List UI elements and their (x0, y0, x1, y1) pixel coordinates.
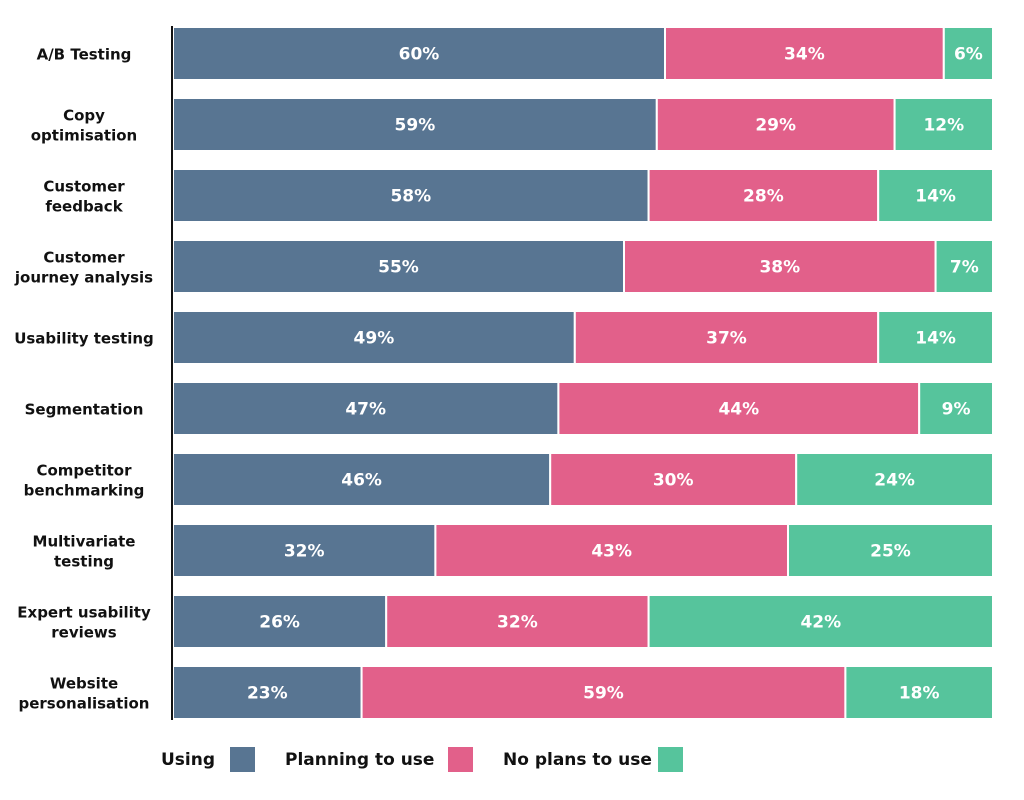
data-label-no-plans-to-use-multivariate-testing: 25% (870, 542, 911, 562)
data-label-planning-to-use-website-personalisation: 59% (583, 684, 624, 704)
bar-using-customer-feedback (172, 168, 650, 223)
category-label-expert-usability-reviews: Expert usability reviews (17, 604, 151, 642)
bar-using-usability-testing (172, 310, 576, 365)
data-label-planning-to-use-multivariate-testing: 43% (591, 542, 632, 562)
bar-using-multivariate-testing (172, 523, 437, 578)
data-label-no-plans-to-use-segmentation: 9% (942, 400, 971, 420)
category-label-customer-feedback: Customer feedback (43, 178, 125, 216)
bar-no-plans-to-use-usability-testing (877, 310, 995, 365)
data-label-planning-to-use-copy-optimisation: 29% (755, 116, 796, 136)
data-label-no-plans-to-use-competitor-benchmarking: 24% (874, 471, 915, 491)
bar-no-plans-to-use-copy-optimisation (893, 97, 994, 152)
bar-planning-to-use-copy-optimisation (655, 97, 896, 152)
legend-label-planning-to-use: Planning to use (285, 750, 434, 770)
bar-planning-to-use-a-b-testing (664, 26, 945, 81)
legend: Using Planning to use No plans to use (161, 747, 683, 772)
data-label-using-customer-feedback: 58% (390, 187, 431, 207)
bar-no-plans-to-use-website-personalisation (844, 665, 995, 720)
bar-planning-to-use-segmentation (557, 381, 921, 436)
bar-using-competitor-benchmarking (172, 452, 552, 507)
data-label-using-customer-journey-analysis: 55% (378, 258, 419, 278)
bar-no-plans-to-use-customer-journey-analysis (934, 239, 994, 294)
data-label-no-plans-to-use-website-personalisation: 18% (899, 684, 940, 704)
bar-planning-to-use-customer-feedback (647, 168, 880, 223)
bar-using-a-b-testing (172, 26, 666, 81)
data-label-planning-to-use-customer-journey-analysis: 38% (759, 258, 800, 278)
data-label-planning-to-use-competitor-benchmarking: 30% (653, 471, 694, 491)
data-label-using-usability-testing: 49% (354, 329, 395, 349)
legend-swatch-no-plans-to-use (658, 747, 683, 772)
data-label-no-plans-to-use-copy-optimisation: 12% (923, 116, 964, 136)
data-label-planning-to-use-a-b-testing: 34% (784, 45, 825, 65)
bar-no-plans-to-use-competitor-benchmarking (795, 452, 995, 507)
legend-label-using: Using (161, 750, 215, 770)
data-label-planning-to-use-segmentation: 44% (718, 400, 759, 420)
category-label-copy-optimisation: Copy optimisation (31, 107, 137, 145)
legend-swatch-planning-to-use (448, 747, 473, 772)
category-label-competitor-benchmarking: Competitor benchmarking (24, 462, 145, 500)
data-label-no-plans-to-use-a-b-testing: 6% (954, 45, 983, 65)
category-label-customer-journey-analysis: Customer journey analysis (14, 249, 153, 287)
category-labels: A/B Testing Copy optimisation Customer feedb… (14, 46, 154, 713)
data-label-using-expert-usability-reviews: 26% (259, 613, 300, 633)
data-label-planning-to-use-customer-feedback: 28% (743, 187, 784, 207)
bar-using-website-personalisation (172, 665, 363, 720)
legend-swatch-using (230, 747, 255, 772)
data-label-using-a-b-testing: 60% (399, 45, 440, 65)
category-label-a-b-testing: A/B Testing (37, 46, 132, 64)
data-label-planning-to-use-expert-usability-reviews: 32% (497, 613, 538, 633)
bar-no-plans-to-use-a-b-testing (942, 26, 994, 81)
data-label-using-copy-optimisation: 59% (395, 116, 436, 136)
bar-planning-to-use-competitor-benchmarking (549, 452, 798, 507)
bar-planning-to-use-usability-testing (573, 310, 880, 365)
bar-planning-to-use-website-personalisation (360, 665, 847, 720)
data-label-using-website-personalisation: 23% (247, 684, 288, 704)
data-label-using-multivariate-testing: 32% (284, 542, 325, 562)
legend-label-no-plans-to-use: No plans to use (503, 750, 652, 770)
bar-no-plans-to-use-expert-usability-reviews (647, 594, 994, 649)
data-label-using-competitor-benchmarking: 46% (341, 471, 382, 491)
bar-no-plans-to-use-multivariate-testing (787, 523, 994, 578)
data-label-no-plans-to-use-expert-usability-reviews: 42% (800, 613, 841, 633)
category-label-website-personalisation: Website personalisation (19, 675, 150, 713)
data-label-no-plans-to-use-customer-journey-analysis: 7% (950, 258, 979, 278)
data-label-no-plans-to-use-usability-testing: 14% (915, 329, 956, 349)
category-label-multivariate-testing: Multivariate testing (33, 533, 136, 571)
category-label-segmentation: Segmentation (25, 401, 144, 419)
bar-planning-to-use-multivariate-testing (434, 523, 789, 578)
data-label-planning-to-use-usability-testing: 37% (706, 329, 747, 349)
bars: 60% 34% 6% 59% 29% 12% 58% 28% 14% 55% 38% 7% 49% 37%… (172, 26, 995, 720)
bar-no-plans-to-use-customer-feedback (877, 168, 995, 223)
category-label-usability-testing: Usability testing (14, 330, 154, 348)
bar-using-customer-journey-analysis (172, 239, 625, 294)
data-label-using-segmentation: 47% (345, 400, 386, 420)
bar-no-plans-to-use-segmentation (918, 381, 995, 436)
data-label-no-plans-to-use-customer-feedback: 14% (915, 187, 956, 207)
bar-using-expert-usability-reviews (172, 594, 388, 649)
